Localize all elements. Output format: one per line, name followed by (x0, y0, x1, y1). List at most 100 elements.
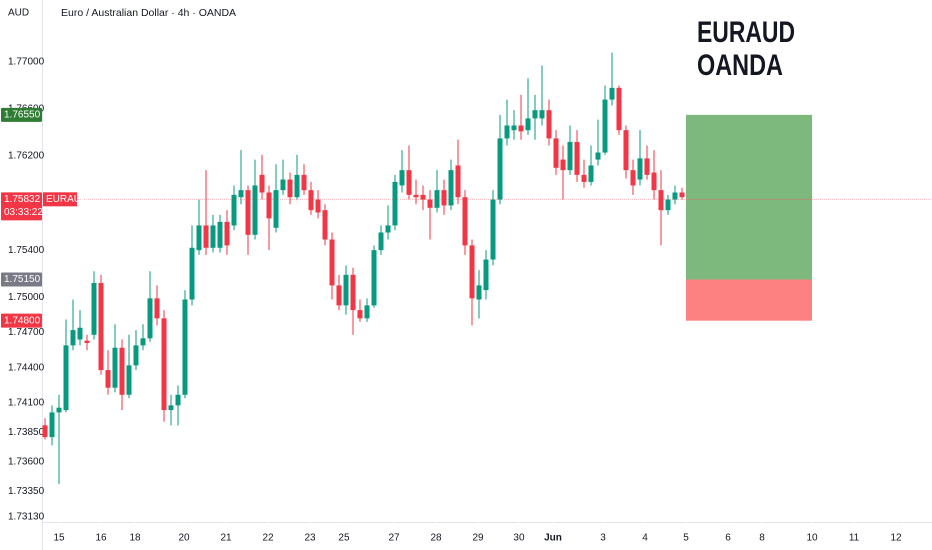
candle-body (217, 221, 223, 248)
x-tick-label: 27 (388, 533, 400, 544)
y-tick-label: 1.74100 (8, 398, 45, 409)
price-marker-label: 1.74800 (4, 315, 41, 326)
candle-body (623, 130, 629, 171)
candle-body (126, 365, 132, 395)
x-tick-label: 28 (430, 533, 442, 544)
currency: AUD (8, 8, 29, 19)
candle-body (259, 174, 265, 193)
candle-body (476, 285, 482, 300)
candle-body (294, 174, 300, 198)
price-marker (1, 107, 42, 122)
candle-body (203, 225, 209, 248)
x-tick-label: 10 (806, 533, 818, 544)
candle-body (469, 245, 475, 299)
candle-body (637, 158, 643, 180)
candle-body (546, 110, 552, 139)
candle-body (497, 138, 503, 200)
candle-body (287, 179, 293, 198)
candle-body (322, 210, 328, 240)
candle-body (336, 285, 342, 306)
candle-body (364, 305, 370, 319)
candle-body (371, 250, 377, 306)
candle-body (42, 425, 48, 438)
candle-body (245, 190, 251, 235)
candle-body (462, 197, 468, 246)
candle-body (406, 170, 412, 195)
candle-body (504, 125, 510, 139)
candle-body (266, 192, 272, 219)
x-tick-label: 6 (725, 533, 731, 544)
candle-body (651, 172, 657, 191)
price-marker (1, 272, 42, 287)
candle-body (175, 394, 181, 406)
candle-body (168, 405, 174, 411)
candle-body (63, 345, 69, 411)
annotation: OANDA (697, 49, 783, 82)
y-tick-label: 1.76200 (8, 151, 45, 162)
candle-body (140, 338, 146, 346)
price-marker (1, 313, 42, 328)
candle-body (511, 125, 517, 131)
price-marker (1, 192, 42, 221)
candle-body (70, 330, 76, 346)
x-tick-label: 23 (304, 533, 316, 544)
x-tick-label: 21 (220, 533, 232, 544)
y-tick-label: 1.73600 (8, 456, 45, 467)
candle-body (679, 192, 685, 198)
x-tick-label: 12 (890, 533, 902, 544)
candle-body (189, 247, 195, 300)
candle-body (413, 194, 419, 198)
y-tick-label: 1.77000 (8, 57, 45, 68)
x-tick-label: 18 (129, 533, 141, 544)
y-tick-label: 1.73350 (8, 486, 45, 497)
x-tick-label: 15 (53, 533, 65, 544)
candle-body (238, 190, 244, 198)
x-tick-label: 8 (759, 533, 765, 544)
candle-body (182, 299, 188, 395)
candle-body (595, 152, 601, 160)
candle-body (581, 174, 587, 182)
candle-body (448, 170, 454, 206)
candle-body (518, 125, 524, 132)
x-tick-label: 4 (642, 533, 648, 544)
x-tick-label: 11 (849, 533, 860, 544)
candle-body (350, 274, 356, 311)
candle-body (609, 87, 615, 100)
candle-body (224, 221, 230, 246)
candle-body (231, 194, 237, 226)
x-tick-label: 3 (600, 533, 606, 544)
countdown: 03:33:22 (4, 207, 43, 218)
price-marker-label: 1.75832 (4, 194, 41, 205)
candle-body (147, 298, 153, 339)
x-tick-label: 16 (95, 533, 107, 544)
x-tick-label: 30 (513, 533, 525, 544)
candle-body (525, 118, 531, 131)
annotation: EURAUD (697, 16, 795, 49)
y-tick-label: 1.75400 (8, 245, 45, 256)
candle-body (357, 310, 363, 319)
candle-body (154, 298, 160, 319)
candle-body (133, 345, 139, 366)
candle-body (588, 165, 594, 182)
candle-body (420, 194, 426, 200)
x-tick-label: 29 (472, 533, 484, 544)
candle-body (315, 199, 321, 213)
candle-body (91, 283, 97, 335)
candle-body (273, 190, 279, 228)
y-tick-label: 1.73850 (8, 427, 45, 438)
candle-body (434, 190, 440, 208)
candle-body (399, 170, 405, 186)
candle-body (658, 190, 664, 211)
candle-body (56, 407, 62, 413)
candle-body (161, 318, 167, 411)
x-tick-label: 22 (262, 533, 274, 544)
candle-body (567, 141, 573, 171)
x-tick-label: Jun (544, 533, 562, 544)
candle-body (630, 170, 636, 186)
candle-body (574, 141, 580, 175)
price-marker-label: 1.76550 (4, 110, 41, 121)
y-tick-label: 1.74700 (8, 327, 45, 338)
candle-body (77, 327, 83, 340)
candle-body (378, 232, 384, 251)
